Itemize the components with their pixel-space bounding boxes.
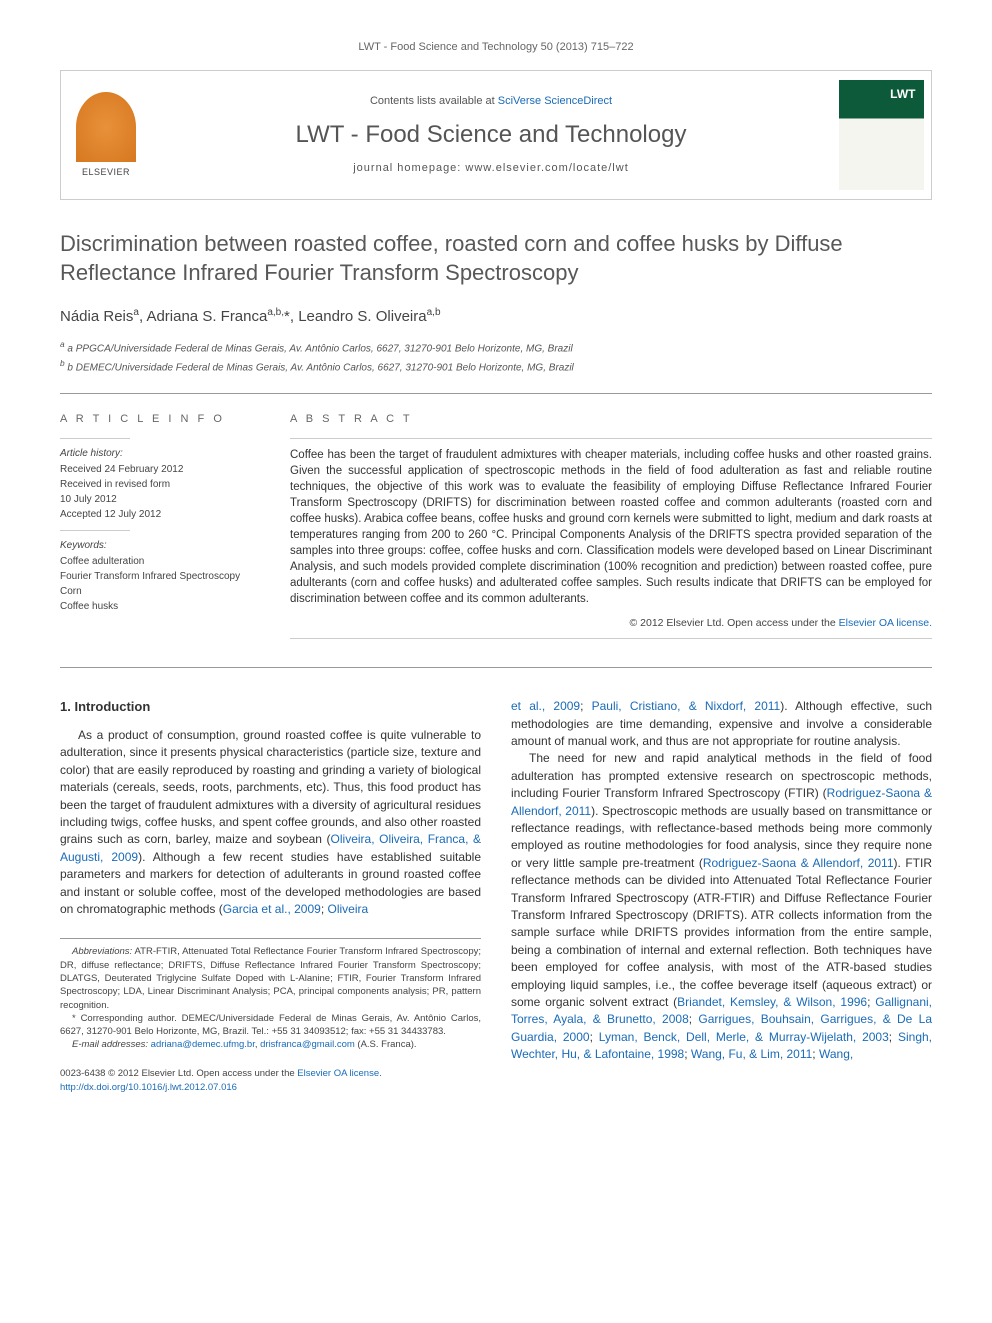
reference-link[interactable]: Wang, <box>819 1047 853 1061</box>
history-label: Article history: <box>60 447 260 461</box>
doi-link[interactable]: http://dx.doi.org/10.1016/j.lwt.2012.07.… <box>60 1082 237 1093</box>
abbreviations-footnote: Abbreviations: ATR-FTIR, Attenuated Tota… <box>60 945 481 1011</box>
body-paragraph: The need for new and rapid analytical me… <box>511 750 932 1063</box>
journal-header-box: ELSEVIER Contents lists available at Sci… <box>60 70 932 200</box>
sciencedirect-link[interactable]: SciVerse ScienceDirect <box>498 95 612 107</box>
body-two-columns: 1. Introduction As a product of consumpt… <box>60 698 932 1094</box>
contents-prefix: Contents lists available at <box>370 95 498 107</box>
contents-available-line: Contents lists available at SciVerse Sci… <box>370 94 612 109</box>
issn-line: 0023-6438 © 2012 Elsevier Ltd. Open acce… <box>60 1067 481 1081</box>
abstract-divider <box>290 438 932 439</box>
received-date: Received 24 February 2012 <box>60 463 260 477</box>
elsevier-label: ELSEVIER <box>82 166 130 179</box>
issn-doi-block: 0023-6438 © 2012 Elsevier Ltd. Open acce… <box>60 1067 481 1095</box>
affiliation-b: b b DEMEC/Universidade Federal de Minas … <box>60 358 932 375</box>
article-title: Discrimination between roasted coffee, r… <box>60 230 932 287</box>
keyword: Fourier Transform Infrared Spectroscopy <box>60 570 260 584</box>
copyright-oa: Open access under the <box>727 617 839 629</box>
copyright-prefix: © 2012 Elsevier Ltd. <box>630 617 728 629</box>
body-paragraph: et al., 2009; Pauli, Cristiano, & Nixdor… <box>511 698 932 750</box>
journal-cover[interactable] <box>831 71 931 199</box>
body-paragraph: As a product of consumption, ground roas… <box>60 727 481 918</box>
keyword: Coffee adulteration <box>60 555 260 569</box>
cover-thumbnail-icon <box>839 80 924 190</box>
reference-link[interactable]: Garcia et al., 2009 <box>223 902 321 916</box>
reference-link[interactable]: Wang, Fu, & Lim, 2011 <box>691 1047 812 1061</box>
divider <box>60 667 932 668</box>
abstract-heading: A B S T R A C T <box>290 412 932 427</box>
section-1-heading: 1. Introduction <box>60 698 481 717</box>
oa-license-link[interactable]: Elsevier OA license. <box>839 617 932 629</box>
oa-license-link[interactable]: Elsevier OA license. <box>297 1068 381 1079</box>
revised-line2: 10 July 2012 <box>60 493 260 507</box>
divider <box>60 393 932 394</box>
right-column: et al., 2009; Pauli, Cristiano, & Nixdor… <box>511 698 932 1094</box>
reference-link[interactable]: Rodriguez-Saona & Allendorf, 2011 <box>703 856 894 870</box>
info-divider <box>60 530 130 531</box>
abstract-section: A B S T R A C T Coffee has been the targ… <box>290 412 932 647</box>
homepage-url: www.elsevier.com/locate/lwt <box>465 162 628 174</box>
left-column: 1. Introduction As a product of consumpt… <box>60 698 481 1094</box>
elsevier-logo[interactable]: ELSEVIER <box>61 71 151 199</box>
article-info-sidebar: A R T I C L E I N F O Article history: R… <box>60 412 260 647</box>
reference-link[interactable]: Pauli, Cristiano, & Nixdorf, 2011 <box>592 699 781 713</box>
header-center: Contents lists available at SciVerse Sci… <box>151 71 831 199</box>
reference-link[interactable]: Briandet, Kemsley, & Wilson, 1996 <box>677 995 867 1009</box>
citation-header: LWT - Food Science and Technology 50 (20… <box>60 40 932 55</box>
keyword: Coffee husks <box>60 600 260 614</box>
authors-list: Nádia Reisa, Adriana S. Francaa,b,*, Lea… <box>60 306 932 327</box>
abstract-divider <box>290 638 932 639</box>
elsevier-tree-icon <box>76 92 136 162</box>
homepage-prefix: journal homepage: <box>353 162 465 174</box>
footnotes-block: Abbreviations: ATR-FTIR, Attenuated Tota… <box>60 938 481 1051</box>
corresponding-author-footnote: * Corresponding author. DEMEC/Universida… <box>60 1012 481 1039</box>
article-info-heading: A R T I C L E I N F O <box>60 412 260 427</box>
reference-link[interactable]: et al., 2009 <box>511 699 580 713</box>
accepted-date: Accepted 12 July 2012 <box>60 508 260 522</box>
email-link[interactable]: adriana@demec.ufmg.br <box>151 1039 255 1050</box>
reference-link[interactable]: Lyman, Benck, Dell, Merle, & Murray-Wije… <box>599 1030 889 1044</box>
keyword: Corn <box>60 585 260 599</box>
article-page: LWT - Food Science and Technology 50 (20… <box>0 0 992 1134</box>
keywords-label: Keywords: <box>60 539 260 553</box>
affiliation-a: a a PPGCA/Universidade Federal de Minas … <box>60 339 932 356</box>
email-footnote: E-mail addresses: adriana@demec.ufmg.br,… <box>60 1038 481 1051</box>
journal-name: LWT - Food Science and Technology <box>296 118 687 152</box>
info-abstract-row: A R T I C L E I N F O Article history: R… <box>60 412 932 647</box>
reference-link[interactable]: Oliveira <box>327 902 368 916</box>
copyright-line: © 2012 Elsevier Ltd. Open access under t… <box>290 616 932 631</box>
revised-line1: Received in revised form <box>60 478 260 492</box>
email-link[interactable]: drisfranca@gmail.com <box>260 1039 355 1050</box>
abstract-text: Coffee has been the target of fraudulent… <box>290 447 932 608</box>
info-divider <box>60 438 130 439</box>
journal-homepage: journal homepage: www.elsevier.com/locat… <box>353 161 629 176</box>
